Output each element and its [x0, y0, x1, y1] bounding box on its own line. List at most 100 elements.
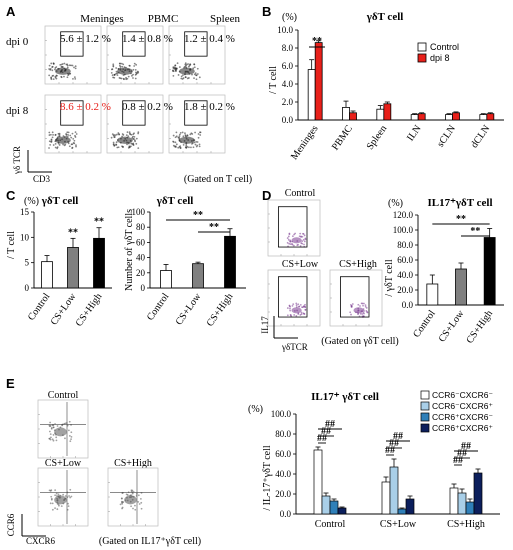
flow-event: [193, 66, 196, 69]
flow-event: [51, 508, 54, 511]
flow-event: [192, 146, 195, 149]
flow-event: [359, 305, 361, 307]
flow-event: [72, 77, 74, 80]
flow-event: [71, 64, 74, 67]
bar: [417, 113, 426, 121]
flow-event: [62, 493, 65, 496]
panel-e: E Control CS+Low CS+High CCR6 CXCR6 (Gat…: [6, 376, 500, 547]
flow-event: [69, 488, 72, 491]
flow-event: [66, 64, 69, 67]
flow-event: [287, 235, 290, 238]
flow-event: [132, 507, 134, 510]
legend-label-dpi8: dpi 8: [430, 53, 450, 63]
unit-e: (%): [248, 404, 263, 415]
flow-event: [68, 495, 70, 497]
category-label: ILN: [405, 123, 424, 143]
flow-density: [124, 495, 137, 505]
flow-event: [175, 131, 178, 134]
flow-event: [115, 70, 118, 73]
flow-event: [64, 495, 67, 497]
flow-event: [185, 63, 188, 66]
flow-event: [288, 233, 291, 236]
flow-event: [182, 143, 185, 146]
flow-event: [132, 73, 134, 76]
flow-event: [70, 64, 72, 67]
flow-event: [198, 145, 201, 148]
significance-mark: **: [94, 217, 104, 228]
bar: [445, 114, 453, 121]
flow-event: [67, 429, 70, 432]
axis-label-gdtcr-d: γδTCR: [281, 342, 308, 352]
flow-event: [48, 140, 51, 143]
value-dpi0-meninges: 5.6 ± 1.2 %: [60, 33, 111, 45]
flow-event: [72, 142, 75, 144]
flow-event: [122, 63, 125, 66]
flow-event: [49, 144, 52, 146]
y-tick-label: 60.0: [397, 255, 413, 265]
flow-event: [120, 77, 123, 80]
flow-event: [63, 75, 65, 78]
bar: [405, 498, 415, 515]
flow-event: [300, 235, 302, 238]
flow-event: [51, 136, 54, 139]
flow-event: [292, 244, 295, 247]
flow-event: [59, 63, 62, 66]
flow-event: [52, 434, 55, 436]
flow-event: [365, 310, 368, 312]
category-label: CS+High: [205, 291, 236, 328]
flow-event: [197, 133, 200, 135]
flow-event: [174, 69, 177, 72]
flow-event: [179, 133, 181, 136]
flow-event: [128, 131, 131, 134]
flow-event: [131, 143, 134, 145]
flow-event: [196, 67, 199, 70]
legend-swatch: [420, 412, 430, 422]
bar: [397, 508, 407, 515]
flow-event: [189, 133, 192, 136]
flow-event: [300, 311, 303, 314]
significance-mark: ##: [393, 431, 403, 442]
flow-event: [67, 73, 70, 76]
category-label: Control: [411, 308, 438, 340]
flow-gate: [122, 100, 146, 126]
flow-density: [179, 136, 195, 144]
chart-title-b: γδT cell: [366, 11, 404, 23]
flow-event: [349, 311, 352, 314]
category-label: CS+High: [464, 308, 495, 345]
y-tick-label: 0.0: [280, 509, 292, 519]
y-label-d: / γδT cell: [384, 259, 395, 296]
flow-event: [49, 421, 51, 424]
flow-event: [113, 134, 116, 136]
category-label: Control: [26, 291, 53, 323]
flow-event: [194, 143, 197, 146]
flow-event: [361, 313, 364, 315]
value-dpi0-pbmc: 1.4 ± 0.8 %: [122, 33, 173, 45]
flow-event: [137, 494, 140, 497]
category-label: sCLN: [435, 123, 458, 149]
y-tick-label: 100: [132, 207, 146, 217]
flow-event: [134, 68, 137, 71]
flow-event: [69, 134, 72, 137]
y-tick-label: 0: [141, 283, 146, 293]
flow-event: [65, 133, 68, 136]
significance-mark: ##: [325, 419, 335, 430]
flow-event: [67, 142, 70, 145]
flow-event: [175, 67, 177, 70]
flow-event: [54, 146, 57, 149]
flow-event: [180, 75, 183, 78]
flow-event: [51, 502, 54, 505]
bar: [486, 113, 495, 121]
panel-letter-a: A: [6, 4, 16, 19]
flow-event: [173, 66, 176, 69]
flow-event: [73, 66, 75, 69]
flow-event: [295, 304, 298, 307]
bar: [67, 247, 79, 289]
flow-event: [195, 140, 198, 143]
category-label: Control: [315, 519, 346, 530]
flow-event: [298, 305, 301, 308]
flow-event: [172, 70, 175, 73]
flow-event: [301, 242, 304, 245]
flow-event: [131, 492, 134, 495]
y-tick-label: 10: [20, 232, 30, 242]
